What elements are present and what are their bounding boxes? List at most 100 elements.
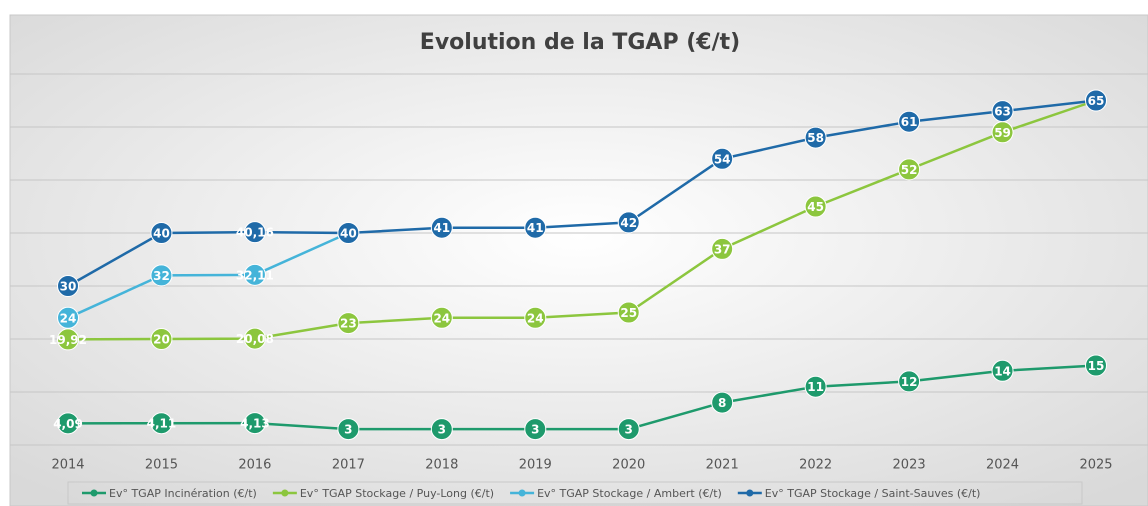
- data-label: 4,13: [240, 417, 270, 431]
- point: [1085, 89, 1107, 112]
- legend-label: Ev° TGAP Stockage / Ambert (€/t): [537, 487, 722, 500]
- data-label: 52: [901, 163, 918, 177]
- legend-box: [67, 481, 1083, 505]
- data-label: 12: [901, 375, 918, 389]
- x-tick-label: 2020: [612, 458, 645, 473]
- point: [430, 306, 453, 329]
- data-label: 20: [153, 333, 170, 347]
- data-label: 3: [625, 423, 633, 437]
- point: [804, 195, 827, 218]
- data-label: 40,16: [236, 226, 274, 240]
- point: [57, 412, 79, 435]
- x-tick-label: 2019: [519, 458, 552, 473]
- chart-title: Evolution de la TGAP (€/t): [420, 30, 740, 55]
- data-label: 40: [340, 227, 357, 241]
- point: [711, 237, 734, 260]
- data-label: 24: [527, 311, 544, 325]
- data-label: 23: [340, 317, 357, 331]
- data-label: 24: [433, 311, 450, 325]
- series-line: [67, 231, 349, 319]
- data-label: 32,11: [236, 268, 274, 282]
- point: [337, 418, 360, 441]
- data-label: 61: [901, 115, 918, 129]
- point: [337, 222, 360, 244]
- data-label: 4,09: [53, 417, 83, 431]
- data-label: 3: [438, 423, 446, 437]
- point: [57, 306, 79, 329]
- x-tick-label: 2016: [238, 458, 271, 473]
- point: [898, 110, 921, 133]
- point: [524, 216, 547, 239]
- x-tick-label: 2014: [51, 458, 84, 473]
- data-label: 65: [1088, 94, 1105, 108]
- point: [150, 328, 173, 350]
- x-tick-label: 2025: [1079, 458, 1112, 473]
- chart-background: [9, 14, 1148, 506]
- data-label: 37: [714, 242, 731, 256]
- point: [430, 216, 453, 239]
- point: [150, 222, 173, 244]
- data-label: 58: [807, 131, 824, 145]
- point: [617, 211, 640, 234]
- data-label: 54: [714, 152, 731, 166]
- point: [150, 264, 173, 287]
- data-label: 11: [807, 380, 824, 394]
- x-tick-label: 2015: [145, 458, 178, 473]
- point: [804, 375, 827, 398]
- point: [711, 147, 734, 170]
- point: [991, 359, 1014, 382]
- data-label: 40: [153, 227, 170, 241]
- data-label: 3: [344, 423, 352, 437]
- series-line: [67, 99, 1097, 341]
- point: [1085, 354, 1107, 377]
- legend-dot: [90, 489, 98, 497]
- point: [898, 370, 921, 393]
- point: [617, 418, 640, 441]
- legend-label: Ev° TGAP Stockage / Puy-Long (€/t): [300, 487, 494, 500]
- x-tick-label: 2017: [332, 458, 365, 473]
- point: [150, 412, 173, 435]
- point: [711, 391, 734, 414]
- data-label: 4,11: [147, 417, 177, 431]
- data-label: 8: [718, 396, 726, 410]
- legend-dot: [746, 489, 754, 497]
- point: [991, 100, 1014, 123]
- x-tick-label: 2022: [799, 458, 832, 473]
- point: [243, 412, 266, 435]
- point: [804, 126, 827, 149]
- data-label: 14: [994, 364, 1011, 378]
- legend-label: Ev° TGAP Stockage / Saint-Sauves (€/t): [765, 487, 981, 500]
- legend-label: Ev° TGAP Incinération (€/t): [109, 487, 257, 500]
- data-label: 41: [433, 221, 450, 235]
- point: [57, 275, 79, 297]
- point: [243, 327, 266, 350]
- x-tick-label: 2023: [893, 458, 926, 473]
- data-label: 30: [60, 280, 77, 294]
- data-label: 42: [620, 216, 637, 230]
- data-label: 45: [807, 200, 824, 214]
- point: [524, 306, 547, 329]
- x-tick-label: 2018: [425, 458, 458, 473]
- x-tick-label: 2024: [986, 458, 1019, 473]
- data-label: 63: [994, 105, 1011, 119]
- point: [524, 418, 547, 441]
- data-label: 20,08: [236, 332, 274, 346]
- data-label: 3: [531, 423, 539, 437]
- point: [337, 312, 360, 335]
- point: [617, 301, 640, 324]
- data-label: 41: [527, 221, 544, 235]
- data-label: 32: [153, 269, 170, 283]
- point: [243, 263, 266, 286]
- x-tick-label: 2021: [706, 458, 739, 473]
- data-label: 59: [994, 126, 1011, 140]
- series-line: [67, 99, 1097, 288]
- data-label: 15: [1088, 359, 1105, 373]
- point: [430, 418, 453, 441]
- data-label: 19,92: [49, 333, 87, 347]
- data-label: 24: [60, 311, 77, 325]
- point: [57, 328, 79, 351]
- legend-dot: [281, 489, 289, 497]
- point: [243, 221, 266, 244]
- point: [898, 158, 921, 181]
